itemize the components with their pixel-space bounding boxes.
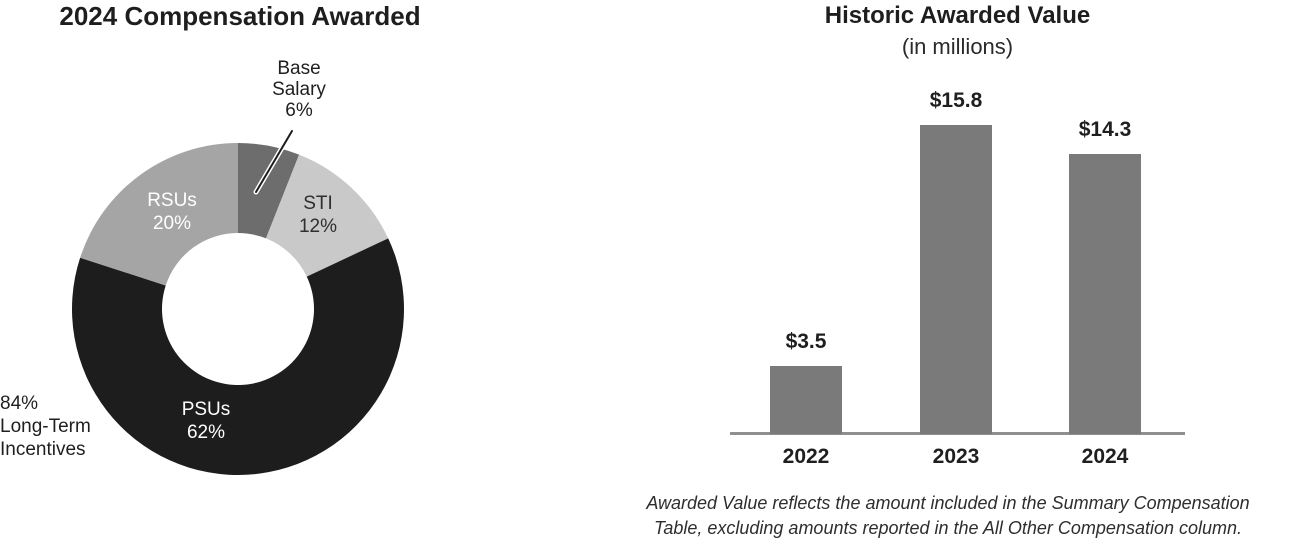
x-tick-2022: 2022 xyxy=(782,445,830,468)
awarded-value-footnote: Awarded Value reflects the amount includ… xyxy=(646,493,1250,538)
slice-percent: 20% xyxy=(152,213,192,234)
slice-percent: 6% xyxy=(285,100,313,121)
bar-2022 xyxy=(770,365,842,434)
slice-name: PSUs xyxy=(181,399,231,420)
bar-2024 xyxy=(1069,154,1141,434)
x-tick-2024: 2024 xyxy=(1081,445,1129,468)
bar-value-label: $3.5 xyxy=(785,329,827,353)
compensation-donut-panel: 2024 Compensation Awarded RSUs 20% STI 1… xyxy=(0,0,480,552)
historic-awarded-value-panel: Historic Awarded Value (in millions) $3.… xyxy=(646,0,1290,552)
bar-group-2024: $14.3 xyxy=(1069,118,1141,434)
x-tick-2023: 2023 xyxy=(932,445,980,468)
donut-chart-title: 2024 Compensation Awarded xyxy=(59,1,421,31)
slice-label-rsus: RSUs 20% xyxy=(112,189,232,235)
bar-value-label: $15.8 xyxy=(929,89,983,112)
slice-name: Base Salary xyxy=(272,58,326,100)
slice-label-psus: PSUs 62% xyxy=(146,398,266,444)
donut-chart-graphic xyxy=(71,128,404,475)
long-term-incentives-annotation: 84% Long-Term Incentives xyxy=(0,393,91,460)
bar-chart-subtitle: (in millions) xyxy=(901,34,1014,59)
bar-chart-title: Historic Awarded Value xyxy=(824,2,1091,29)
bar-2023 xyxy=(920,125,992,434)
slice-label-base-salary: Base Salary 6% xyxy=(253,58,345,121)
slice-name: RSUs xyxy=(147,190,197,211)
slice-label-sti: STI 12% xyxy=(258,192,378,238)
bar-group-2022: $3.5 xyxy=(770,330,842,434)
slice-percent: 12% xyxy=(298,216,338,237)
bar-group-2023: $15.8 xyxy=(920,89,992,434)
slice-name: STI xyxy=(303,193,333,214)
bar-value-label: $14.3 xyxy=(1078,118,1132,142)
slice-percent: 62% xyxy=(186,422,226,443)
